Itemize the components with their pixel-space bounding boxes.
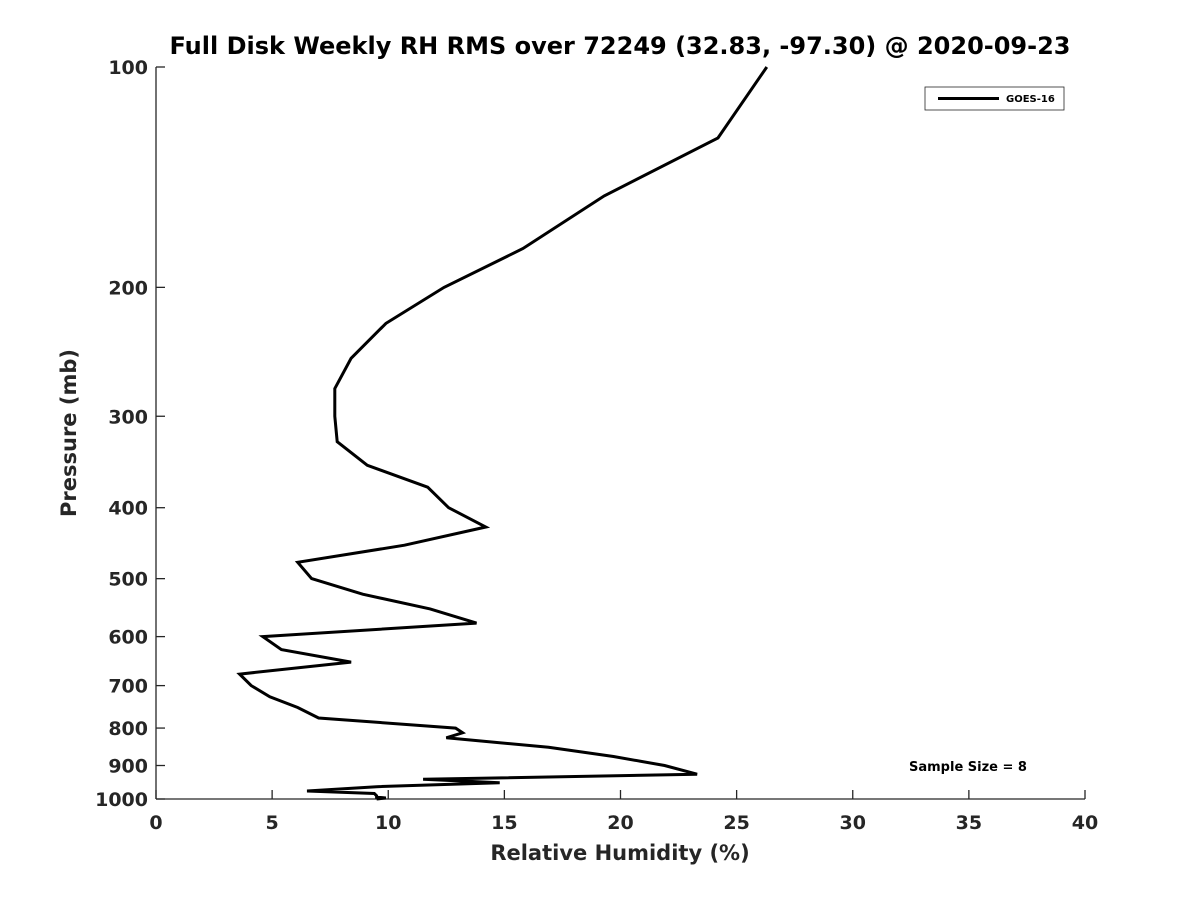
legend-label-goes-16: GOES-16 [1006, 94, 1055, 105]
legend: GOES-16 [924, 86, 1065, 111]
sample-size-annotation: Sample Size = 8 [909, 760, 1027, 775]
x-tick-label: 35 [956, 812, 982, 834]
y-ticks: 100 200 300 400 500 600 700 800 900 1000 [95, 57, 165, 811]
y-tick-label: 700 [108, 676, 148, 698]
x-tick-label: 15 [491, 812, 517, 834]
y-axis-label: Pressure (mb) [57, 349, 81, 517]
x-tick-label: 20 [607, 812, 633, 834]
x-tick-label: 0 [149, 812, 162, 834]
y-tick-label: 200 [108, 277, 148, 299]
x-axis-label: Relative Humidity (%) [490, 841, 749, 865]
y-tick-label: 500 [108, 569, 148, 591]
y-tick-label: 300 [108, 406, 148, 428]
y-tick-label: 100 [108, 57, 148, 79]
y-tick-label: 1000 [95, 789, 148, 811]
x-ticks: 0 5 10 15 20 25 30 35 40 [149, 790, 1098, 834]
x-tick-label: 40 [1072, 812, 1098, 834]
plot-area [156, 67, 1085, 799]
y-tick-label: 600 [108, 627, 148, 649]
x-tick-label: 30 [840, 812, 866, 834]
x-tick-label: 10 [375, 812, 401, 834]
y-tick-label: 400 [108, 498, 148, 520]
x-tick-label: 5 [266, 812, 279, 834]
y-tick-label: 800 [108, 718, 148, 740]
chart-title: Full Disk Weekly RH RMS over 72249 (32.8… [169, 32, 1070, 60]
series-group [236, 66, 769, 801]
x-tick-label: 25 [723, 812, 749, 834]
y-tick-label: 900 [108, 756, 148, 778]
series-line-goes-16 [236, 66, 769, 801]
